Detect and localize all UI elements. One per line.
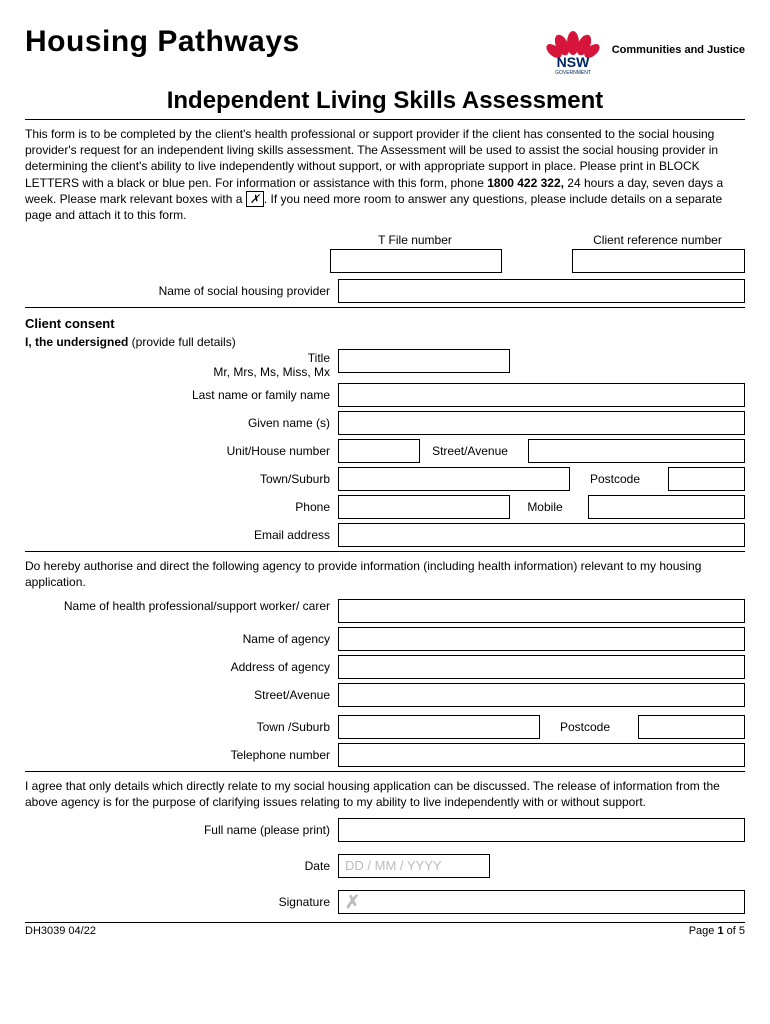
unit-input[interactable] [338, 439, 420, 463]
title-input[interactable] [338, 349, 510, 373]
dept-label: Communities and Justice [612, 44, 745, 56]
street2-label: Street/Avenue [25, 688, 338, 702]
title-row: I, the undersigned (provide full details… [25, 335, 745, 379]
divider [25, 307, 745, 308]
mark-icon: ✗ [246, 191, 264, 207]
email-label: Email address [25, 528, 338, 542]
addr-label: Address of agency [25, 660, 338, 674]
lastname-label: Last name or family name [25, 388, 338, 402]
title-label: Title [25, 351, 330, 365]
phone-row: Phone Mobile [25, 495, 745, 519]
sig-mark-icon: ✗ [339, 891, 744, 913]
mobile-input[interactable] [588, 495, 745, 519]
street-label: Street/Avenue [420, 444, 528, 458]
gov-label: GOVERNMENT [555, 70, 591, 75]
tfile-label: T File number [330, 233, 500, 247]
divider [25, 771, 745, 772]
tel-input[interactable] [338, 743, 745, 767]
sig-input[interactable]: ✗ [338, 890, 745, 914]
undersigned-lead: I, the undersigned [25, 335, 128, 349]
town-input[interactable] [338, 467, 570, 491]
mobile-label: Mobile [510, 500, 588, 514]
given-row: Given name (s) [25, 411, 745, 435]
tel-row: Telephone number [25, 743, 745, 767]
page-number: Page 1 of 5 [689, 925, 745, 937]
fullname-input[interactable] [338, 818, 745, 842]
phone-input[interactable] [338, 495, 510, 519]
agency-row: Name of agency [25, 627, 745, 651]
worker-row: Name of health professional/support work… [25, 599, 745, 623]
agency-label: Name of agency [25, 632, 338, 646]
unit-label: Unit/House number [25, 444, 338, 458]
postcode-input[interactable] [668, 467, 745, 491]
auth-text: Do hereby authorise and direct the follo… [25, 558, 745, 590]
date-input[interactable]: DD / MM / YYYY [338, 854, 490, 878]
top-boxes [25, 249, 745, 273]
provider-row: Name of social housing provider [25, 279, 745, 303]
fullname-label: Full name (please print) [25, 823, 338, 837]
postcode-label: Postcode [570, 472, 668, 486]
street2-row: Street/Avenue [25, 683, 745, 707]
postcode2-input[interactable] [638, 715, 745, 739]
town-row: Town/Suburb Postcode [25, 467, 745, 491]
nsw-label: NSW [556, 54, 589, 70]
given-label: Given name (s) [25, 416, 338, 430]
form-code: DH3039 04/22 [25, 925, 96, 937]
town2-label: Town /Suburb [25, 720, 338, 734]
provider-input[interactable] [338, 279, 745, 303]
intro-phone: 1800 422 322, [487, 176, 564, 190]
top-labels: T File number Client reference number [25, 233, 745, 247]
email-input[interactable] [338, 523, 745, 547]
title-sub: Mr, Mrs, Ms, Miss, Mx [25, 365, 330, 379]
addr-input[interactable] [338, 655, 745, 679]
town2-row: Town /Suburb Postcode [25, 715, 745, 739]
cref-input[interactable] [572, 249, 745, 273]
cref-label: Client reference number [570, 233, 745, 247]
intro-text: This form is to be completed by the clie… [25, 126, 745, 223]
form-title: Independent Living Skills Assessment [25, 87, 745, 115]
consent-heading: Client consent [25, 316, 745, 331]
date-placeholder: DD / MM / YYYY [339, 855, 489, 877]
divider [25, 551, 745, 552]
fullname-row: Full name (please print) [25, 818, 745, 842]
agency-input[interactable] [338, 627, 745, 651]
tfile-input[interactable] [330, 249, 502, 273]
logo-area: NSW GOVERNMENT Communities and Justice [542, 25, 745, 75]
undersigned-lead2: (provide full details) [128, 335, 235, 349]
divider [25, 119, 745, 120]
addr-row: Address of agency [25, 655, 745, 679]
header: Housing Pathways NSW GOVERNMENT Communit… [25, 25, 745, 75]
form-page: Housing Pathways NSW GOVERNMENT Communit… [0, 0, 770, 952]
phone-label: Phone [25, 500, 338, 514]
tel-label: Telephone number [25, 748, 338, 762]
town-label: Town/Suburb [25, 472, 338, 486]
unit-row: Unit/House number Street/Avenue [25, 439, 745, 463]
waratah-icon: NSW GOVERNMENT [542, 25, 604, 75]
worker-label: Name of health professional/support work… [25, 599, 338, 613]
lastname-input[interactable] [338, 383, 745, 407]
date-row: Date DD / MM / YYYY [25, 854, 745, 878]
lastname-row: Last name or family name [25, 383, 745, 407]
postcode2-label: Postcode [540, 720, 638, 734]
email-row: Email address [25, 523, 745, 547]
given-input[interactable] [338, 411, 745, 435]
footer: DH3039 04/22 Page 1 of 5 [25, 922, 745, 937]
sig-label: Signature [25, 895, 338, 909]
sig-row: Signature ✗ [25, 890, 745, 914]
worker-input[interactable] [338, 599, 745, 623]
agree-text: I agree that only details which directly… [25, 778, 745, 810]
main-title: Housing Pathways [25, 25, 300, 59]
town2-input[interactable] [338, 715, 540, 739]
date-label: Date [25, 859, 338, 873]
provider-label: Name of social housing provider [25, 284, 338, 298]
street-input[interactable] [528, 439, 745, 463]
street2-input[interactable] [338, 683, 745, 707]
